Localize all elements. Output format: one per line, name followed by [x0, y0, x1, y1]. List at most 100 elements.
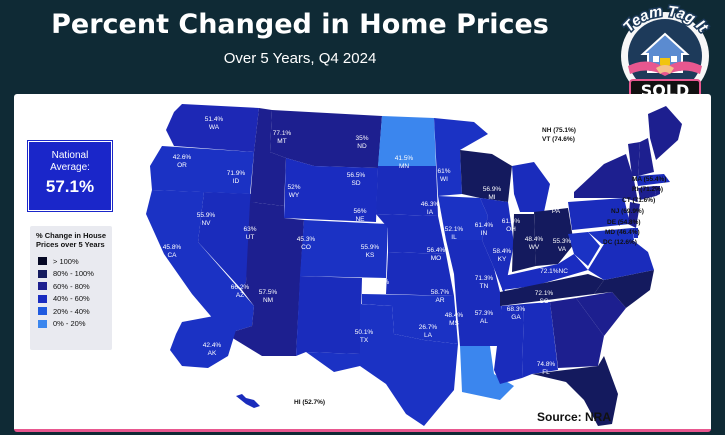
state-MO	[446, 240, 502, 300]
national-average-box: National Average: 57.1%	[28, 141, 112, 211]
state-label-AZ: 66.2% AZ	[230, 284, 250, 299]
state-DE	[632, 228, 638, 238]
legend-item-label: 40% - 60%	[53, 294, 90, 304]
legend-item: 60% - 80%	[30, 280, 112, 293]
team-tag-it-logo: Team Tag It SOLD	[618, 4, 713, 101]
state-label-IA: 46.3% IA	[420, 201, 440, 216]
legend-title: % Change in House Prices over 5 Years	[36, 231, 107, 249]
us-map	[146, 104, 682, 426]
state-FL	[532, 356, 618, 426]
state-label-NC: 72.1%NC	[540, 268, 568, 275]
legend-swatch	[38, 269, 47, 278]
state-label-OH: 61.4% OH	[501, 218, 521, 233]
state-AL	[522, 302, 558, 378]
ne-label-nh: NH (75.1%)	[542, 127, 576, 134]
state-MA	[636, 174, 670, 186]
state-label-MS: 48.4% MS	[444, 312, 464, 327]
state-MS	[494, 304, 524, 384]
state-NM	[296, 276, 362, 356]
state-label-HI: HI (52.7%)	[294, 399, 326, 406]
state-NH	[638, 138, 654, 176]
state-label-KS: 55.9% KS	[360, 244, 380, 259]
state-label-ID: 71.9% ID	[226, 170, 246, 185]
state-label-TN: 71.3% TN	[474, 275, 494, 290]
state-WI	[460, 150, 512, 202]
state-NJ	[628, 202, 640, 228]
house-handshake-icon	[628, 32, 702, 76]
state-AZ	[226, 282, 300, 356]
state-label-WV: 48.4% WV	[524, 236, 544, 251]
legend-swatch	[38, 307, 47, 316]
state-label-AL: 57.3% AL	[474, 310, 494, 325]
state-OK	[362, 294, 458, 344]
page-title: Percent Changed in Home Prices	[51, 9, 549, 40]
national-average-value: 57.1%	[45, 177, 95, 196]
legend-item-label: > 100%	[53, 256, 79, 266]
state-CO	[300, 220, 388, 278]
ne-label-dc: DC (12.6%)	[603, 239, 637, 246]
legend-swatch	[38, 294, 47, 303]
ne-label-nj: NJ (69.9%)	[611, 208, 644, 215]
state-GA	[550, 298, 604, 368]
state-label-PA: 54% PA	[549, 200, 563, 215]
state-label-OK: 51.2% OK	[370, 279, 390, 294]
state-label-UT: 63% UT	[243, 226, 257, 241]
ne-label-md: MD (46.4%)	[605, 229, 640, 236]
state-label-NM: 57.5% NM	[258, 289, 278, 304]
state-label-SD: 56.5% SD	[346, 172, 366, 187]
legend-item-label: 0% - 20%	[53, 319, 86, 329]
state-ND	[378, 116, 436, 166]
state-MN	[434, 118, 488, 196]
state-MI	[512, 162, 550, 212]
state-label-NV: 55.9% NV	[196, 212, 216, 227]
source-credit: Source: NRA	[537, 410, 612, 424]
state-MD	[588, 228, 634, 244]
ne-label-ct: CT (71.6%)	[622, 197, 656, 204]
legend-item: 20% - 40%	[30, 305, 112, 318]
state-label-NE: 56% NE	[353, 208, 367, 223]
map-legend: % Change in House Prices over 5 Years > …	[30, 226, 112, 350]
state-WA	[166, 104, 259, 152]
national-average-label-1: National	[51, 150, 89, 161]
state-label-GA: 68.3% GA	[506, 306, 526, 321]
page-subtitle: Over 5 Years, Q4 2024	[223, 50, 377, 67]
state-PA	[568, 198, 630, 230]
state-label-OR: 42.6% OR	[172, 154, 192, 169]
state-label-WA: 51.4% WA	[204, 116, 224, 131]
state-label-IL: 52.1% IL	[444, 226, 464, 241]
legend-item: 40% - 60%	[30, 293, 112, 306]
ne-label-vt: VT (74.6%)	[542, 136, 575, 143]
state-CT	[638, 186, 656, 200]
state-WY	[284, 158, 378, 222]
state-AK	[170, 316, 236, 368]
legend-item-label: 20% - 40%	[53, 306, 90, 316]
state-ME	[648, 106, 682, 160]
state-WV	[568, 232, 600, 266]
state-label-SC: 72.1% SC	[534, 290, 554, 305]
national-average-label-2: Average:	[50, 162, 90, 173]
legend-item: 0% - 20%	[30, 318, 112, 331]
state-SC	[576, 292, 626, 336]
state-IL	[480, 198, 514, 294]
state-label-LA: 26.7% LA	[418, 324, 438, 339]
state-IN	[512, 214, 536, 272]
state-label-VA: 55.3% VA	[552, 238, 572, 253]
state-label-MI: 56.9% MI	[482, 186, 502, 201]
state-label-TX: 50.1% TX	[354, 329, 374, 344]
state-LA	[460, 346, 514, 400]
ne-label-ri: RI (71.2%)	[632, 186, 664, 193]
state-OH	[534, 208, 574, 266]
ne-label-ma: MA (55.4%)	[632, 176, 667, 183]
legend-swatch	[38, 282, 47, 291]
state-NY	[574, 154, 638, 202]
state-label-WI: 61% WI	[437, 168, 451, 183]
state-TX	[306, 304, 458, 426]
state-label-NY: 60.2% NY	[566, 170, 586, 185]
ne-label-de: DE (54.8%)	[607, 219, 641, 226]
legend-swatch	[38, 319, 47, 328]
state-label-KY: 58.4% KY	[492, 248, 512, 263]
state-MT	[270, 110, 382, 168]
state-label-MN: 41.5% MN	[394, 155, 414, 170]
state-label-IN: 61.4% IN	[474, 222, 494, 237]
state-label-MT: 77.1% MT	[272, 130, 292, 145]
